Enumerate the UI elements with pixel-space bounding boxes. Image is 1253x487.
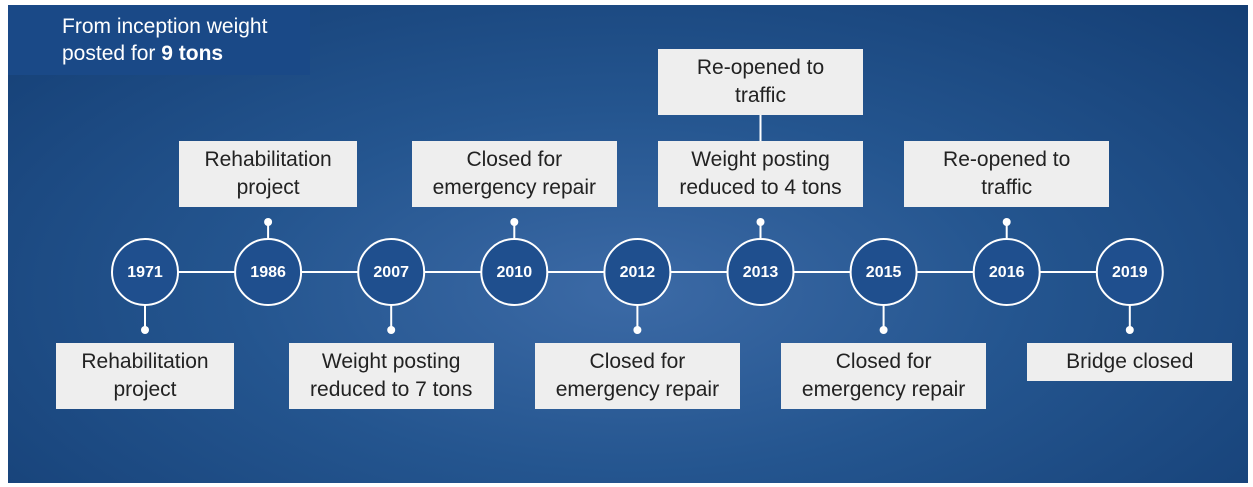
event-box: Rehabilitation project xyxy=(56,343,234,409)
year-label: 2012 xyxy=(620,264,656,281)
connector-dot xyxy=(880,326,888,334)
event-box: Closed for emergency repair xyxy=(412,141,617,207)
connector-dot xyxy=(141,326,149,334)
year-label: 1986 xyxy=(250,264,286,281)
year-label: 2010 xyxy=(497,264,533,281)
event-box: Weight posting reduced to 4 tons xyxy=(658,141,863,207)
connector-dot xyxy=(633,326,641,334)
timeline: 1971 1986 2007 2010 2012 2013 2015 2016 2019 xyxy=(0,0,1253,487)
event-box: Re-opened to traffic xyxy=(904,141,1109,207)
connector-dot xyxy=(264,218,272,226)
year-label: 2013 xyxy=(743,264,779,281)
page: From inception weight posted for 9 tons … xyxy=(0,0,1253,487)
event-box: Re-opened to traffic xyxy=(658,49,863,115)
year-label: 2016 xyxy=(989,264,1025,281)
year-label: 2007 xyxy=(373,264,409,281)
connector-dot xyxy=(757,218,765,226)
event-box: Rehabilitation project xyxy=(179,141,357,207)
connector-dot xyxy=(510,218,518,226)
connector-dot xyxy=(1126,326,1134,334)
year-label: 2019 xyxy=(1112,264,1148,281)
connector-dot xyxy=(387,326,395,334)
event-box: Weight posting reduced to 7 tons xyxy=(289,343,494,409)
event-box: Closed for emergency repair xyxy=(535,343,740,409)
year-label: 2015 xyxy=(866,264,902,281)
event-box: Bridge closed xyxy=(1027,343,1232,381)
event-box: Closed for emergency repair xyxy=(781,343,986,409)
year-label: 1971 xyxy=(127,264,163,281)
connector-dot xyxy=(1003,218,1011,226)
